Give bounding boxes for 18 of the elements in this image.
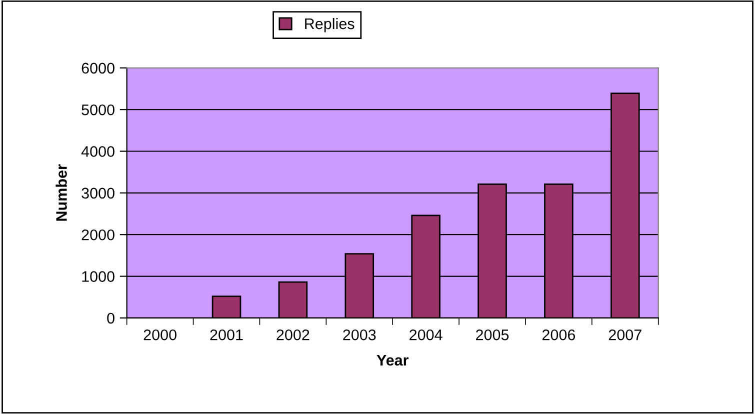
y-tick-label: 1000 [82, 271, 114, 282]
y-tick-label: 4000 [81, 146, 114, 157]
y-axis-title: Number [56, 164, 67, 221]
x-tick-label: 2003 [343, 329, 376, 340]
x-tick-label: 2006 [542, 329, 576, 340]
legend-label: Replies [305, 18, 354, 32]
y-tick-label: 0 [107, 312, 114, 324]
y-tick-label: 3000 [82, 188, 114, 199]
y-tick-label: 5000 [82, 104, 114, 116]
x-tick-label: 2004 [410, 329, 442, 340]
x-tick-label: 2002 [276, 329, 310, 340]
x-tick-label: 2001 [210, 329, 243, 340]
x-tick-label: 2007 [608, 329, 642, 340]
y-tick-label: 2000 [82, 229, 114, 240]
x-axis-title: Year [376, 354, 409, 366]
y-tick-label: 6000 [82, 62, 114, 74]
x-tick-label: 2000 [144, 329, 176, 340]
x-tick-label: 2005 [476, 329, 509, 340]
